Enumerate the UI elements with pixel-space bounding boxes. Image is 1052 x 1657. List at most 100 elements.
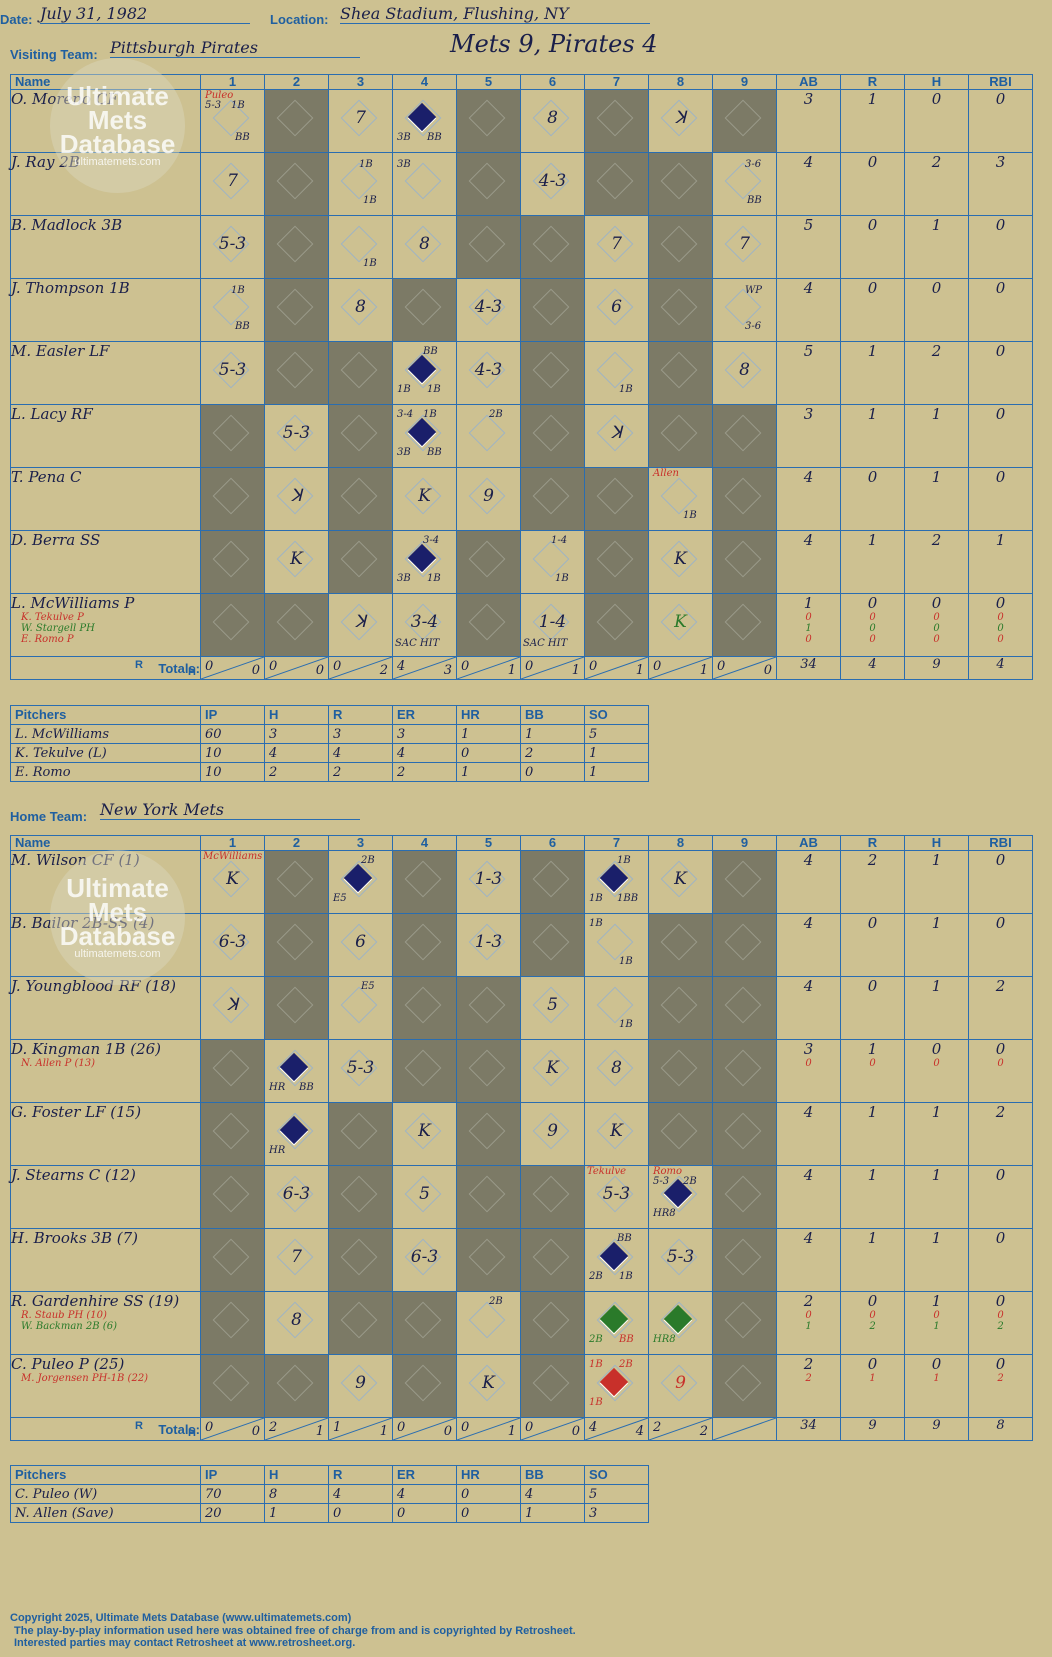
at-bat-cell bbox=[200, 1354, 265, 1418]
batter-h: 1 bbox=[904, 215, 969, 279]
stat-value: 0 bbox=[995, 342, 1006, 360]
batter-ab: 4 bbox=[776, 152, 841, 216]
at-bat-cell bbox=[200, 1291, 265, 1355]
watermark-line2: Mets bbox=[87, 897, 148, 927]
play-note: 1B bbox=[423, 409, 437, 420]
stat-value: 3 bbox=[803, 90, 814, 108]
diamond-icon bbox=[212, 540, 250, 578]
at-bat-cell: 5-3 Tekulve bbox=[584, 1165, 649, 1229]
inning-header: 8 bbox=[648, 74, 713, 90]
sub-stat-value: 0 bbox=[997, 1310, 1004, 1321]
at-bat-cell bbox=[520, 404, 585, 468]
at-bat-cell: HR bbox=[264, 1102, 329, 1166]
inning-header: 7 bbox=[584, 835, 649, 851]
play-mark: 5-3 bbox=[346, 1058, 375, 1078]
pitcher-h: 4 bbox=[264, 743, 329, 763]
pitcher-row: E. Romo 10 2 2 2 1 0 1 bbox=[10, 762, 649, 782]
diamond-icon bbox=[404, 986, 442, 1024]
batter-r: 0 bbox=[840, 215, 905, 279]
pitcher-header: IP bbox=[200, 705, 265, 725]
stat-value: 1 bbox=[931, 851, 942, 869]
inning-runs: 0 bbox=[333, 659, 342, 674]
batter-name: O. Moreno CF bbox=[11, 90, 118, 108]
at-bat-cell: ꓘ bbox=[200, 976, 265, 1040]
inning-hits: 3 bbox=[443, 663, 452, 678]
batter-name: J. Ray 2B bbox=[11, 153, 80, 171]
diamond-icon bbox=[404, 1364, 442, 1402]
watermark-line2: Mets bbox=[87, 105, 148, 135]
pitcher-bb: 1 bbox=[520, 1503, 585, 1523]
batter-name-cell: M. Wilson CF (1) bbox=[10, 850, 201, 914]
play-note: Tekulve bbox=[587, 1166, 627, 1177]
at-bat-cell bbox=[712, 976, 777, 1040]
stat-value: 4 bbox=[803, 153, 814, 171]
watermark-line1: Ultimate bbox=[66, 81, 169, 111]
at-bat-cell: K bbox=[648, 530, 713, 594]
inning-hits: 1 bbox=[699, 663, 708, 678]
diamond-icon bbox=[340, 1175, 378, 1213]
play-mark: 8 bbox=[739, 360, 750, 380]
at-bat-cell: 3-4 SAC HIT bbox=[392, 593, 457, 657]
play-mark: 6-3 bbox=[218, 932, 247, 952]
batter-name: D. Berra SS bbox=[11, 531, 101, 549]
at-bat-cell bbox=[648, 152, 713, 216]
inning-runs: 4 bbox=[589, 1420, 598, 1435]
at-bat-cell: 1B bbox=[328, 215, 393, 279]
stat-value: 0 bbox=[867, 594, 878, 612]
play-mark: 1-4 bbox=[538, 612, 567, 632]
inning-hits: 1 bbox=[379, 1424, 388, 1439]
stat-header: H bbox=[904, 74, 969, 90]
diamond-icon bbox=[596, 603, 634, 641]
diamond-icon bbox=[468, 1301, 506, 1339]
stat-value: 1 bbox=[803, 594, 814, 612]
at-bat-cell: Romo 5-3 2B HR8 bbox=[648, 1165, 713, 1229]
team-total-r: 4 bbox=[840, 656, 905, 680]
stat-value: 0 bbox=[995, 1292, 1006, 1310]
pitcher-row: K. Tekulve (L) 10 4 4 4 0 2 1 bbox=[10, 743, 649, 763]
at-bat-cell bbox=[392, 278, 457, 342]
diamond-icon bbox=[724, 477, 762, 515]
at-bat-cell: 1B bbox=[584, 341, 649, 405]
stat-value: 4 bbox=[803, 279, 814, 297]
watermark-url: ultimatemets.com bbox=[74, 156, 161, 168]
diamond-icon bbox=[532, 923, 570, 961]
batter-row: M. Wilson CF (1) K McWilliams 2B E5 1-3 1B 1B 1B… bbox=[10, 850, 1033, 914]
play-note: 1B bbox=[589, 918, 603, 929]
sub-stat-value: 0 bbox=[869, 1058, 876, 1069]
location-label: Location: bbox=[270, 12, 329, 27]
at-bat-cell bbox=[392, 913, 457, 977]
play-note: 1B bbox=[619, 384, 633, 395]
play-mark: K bbox=[226, 869, 239, 889]
stat-value: 4 bbox=[803, 531, 814, 549]
at-bat-cell: 8 bbox=[520, 89, 585, 153]
play-note: 1B bbox=[363, 195, 377, 206]
watermark-url: ultimatemets.com bbox=[74, 948, 161, 960]
sub-stat-value: 0 bbox=[997, 612, 1004, 623]
batter-name-cell: T. Pena C bbox=[10, 467, 201, 531]
play-mark: 6-3 bbox=[282, 1184, 311, 1204]
play-mark: 5-3 bbox=[666, 1247, 695, 1267]
play-mark: K bbox=[290, 549, 303, 569]
at-bat-cell: 1-3 bbox=[456, 850, 521, 914]
diamond-icon bbox=[276, 99, 314, 137]
at-bat-cell bbox=[520, 215, 585, 279]
diamond-icon bbox=[404, 1049, 442, 1087]
stat-value: 4 bbox=[803, 977, 814, 995]
batter-name-cell: M. Easler LF bbox=[10, 341, 201, 405]
at-bat-cell: 9 bbox=[456, 467, 521, 531]
play-note: 3-6 bbox=[745, 159, 762, 170]
totals-row: Totals: R H 0 0 0 0 0 2 4 3 0 1 0 1 0 1 0 1 0 0 34 4 9 4 bbox=[10, 656, 1033, 680]
stat-value: 1 bbox=[867, 90, 878, 108]
batter-r: 0 bbox=[840, 152, 905, 216]
diamond-icon bbox=[404, 923, 442, 961]
pitcher-header: Pitchers bbox=[10, 705, 201, 725]
stat-value: 0 bbox=[867, 1355, 878, 1373]
diamond-icon bbox=[660, 1112, 698, 1150]
